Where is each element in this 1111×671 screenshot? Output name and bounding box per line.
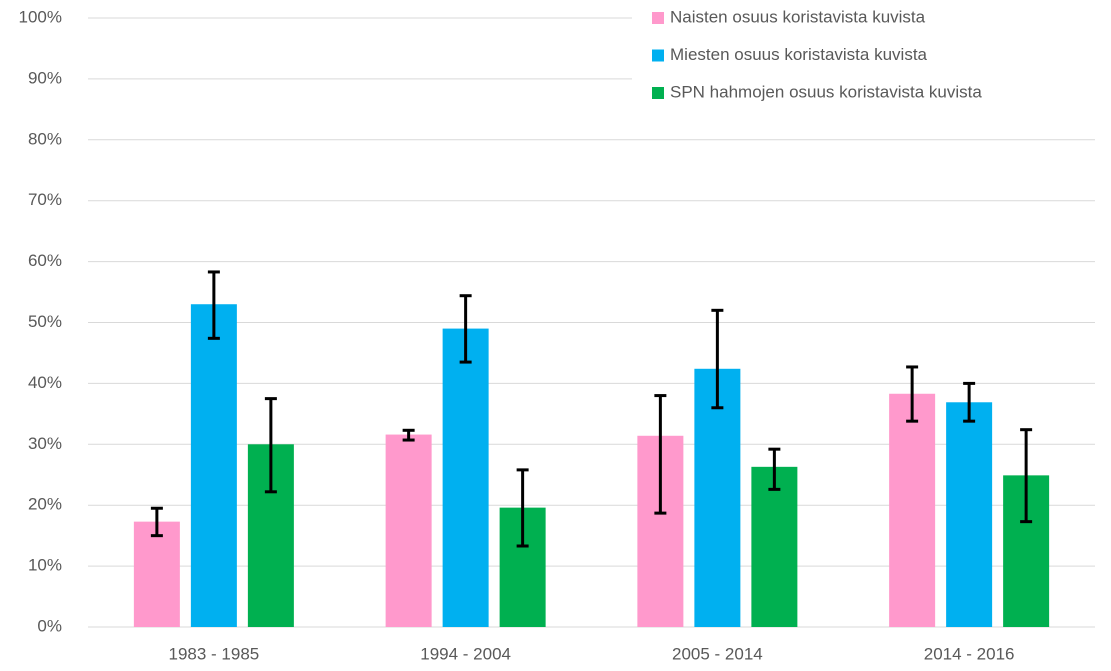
- error-bar: [264, 397, 277, 494]
- error-bar: [459, 294, 472, 364]
- y-tick-label: 20%: [28, 495, 62, 514]
- legend-label: SPN hahmojen osuus koristavista kuvista: [670, 82, 982, 101]
- y-tick-label: 30%: [28, 434, 62, 453]
- legend-swatch: [652, 87, 664, 99]
- y-tick-label: 70%: [28, 190, 62, 209]
- bar: [442, 328, 489, 627]
- y-tick-label: 90%: [28, 68, 62, 87]
- y-tick-label: 10%: [28, 556, 62, 575]
- legend-label: Miesten osuus koristavista kuvista: [670, 45, 928, 64]
- x-tick-label: 2005 - 2014: [672, 644, 763, 663]
- y-tick-label: 0%: [37, 616, 62, 635]
- error-bar: [906, 365, 919, 423]
- legend-swatch: [652, 12, 664, 24]
- y-tick-label: 80%: [28, 129, 62, 148]
- legend-swatch: [652, 49, 664, 62]
- y-tick-label: 60%: [28, 251, 62, 270]
- error-bar: [963, 381, 976, 423]
- error-bar: [516, 468, 529, 548]
- bar: [385, 434, 432, 627]
- bar: [694, 368, 741, 627]
- y-tick-label: 50%: [28, 312, 62, 331]
- error-bar: [768, 447, 781, 491]
- y-tick-label: 40%: [28, 373, 62, 392]
- x-tick-label: 2014 - 2016: [924, 644, 1015, 663]
- x-tick-label: 1994 - 2004: [420, 644, 511, 663]
- bar: [946, 402, 993, 627]
- legend-label: Naisten osuus koristavista kuvista: [670, 7, 926, 26]
- y-tick-label: 100%: [19, 7, 62, 26]
- error-bar: [1020, 428, 1033, 524]
- error-bar: [711, 308, 724, 410]
- error-bar: [402, 428, 415, 442]
- bar: [190, 304, 237, 627]
- bar: [889, 393, 936, 627]
- bar: [133, 521, 180, 627]
- error-bar: [654, 394, 667, 515]
- bar: [751, 466, 798, 627]
- error-bar: [207, 270, 220, 340]
- error-bar: [150, 506, 163, 538]
- x-tick-label: 1983 - 1985: [169, 644, 260, 663]
- legend-background: [632, 0, 1102, 112]
